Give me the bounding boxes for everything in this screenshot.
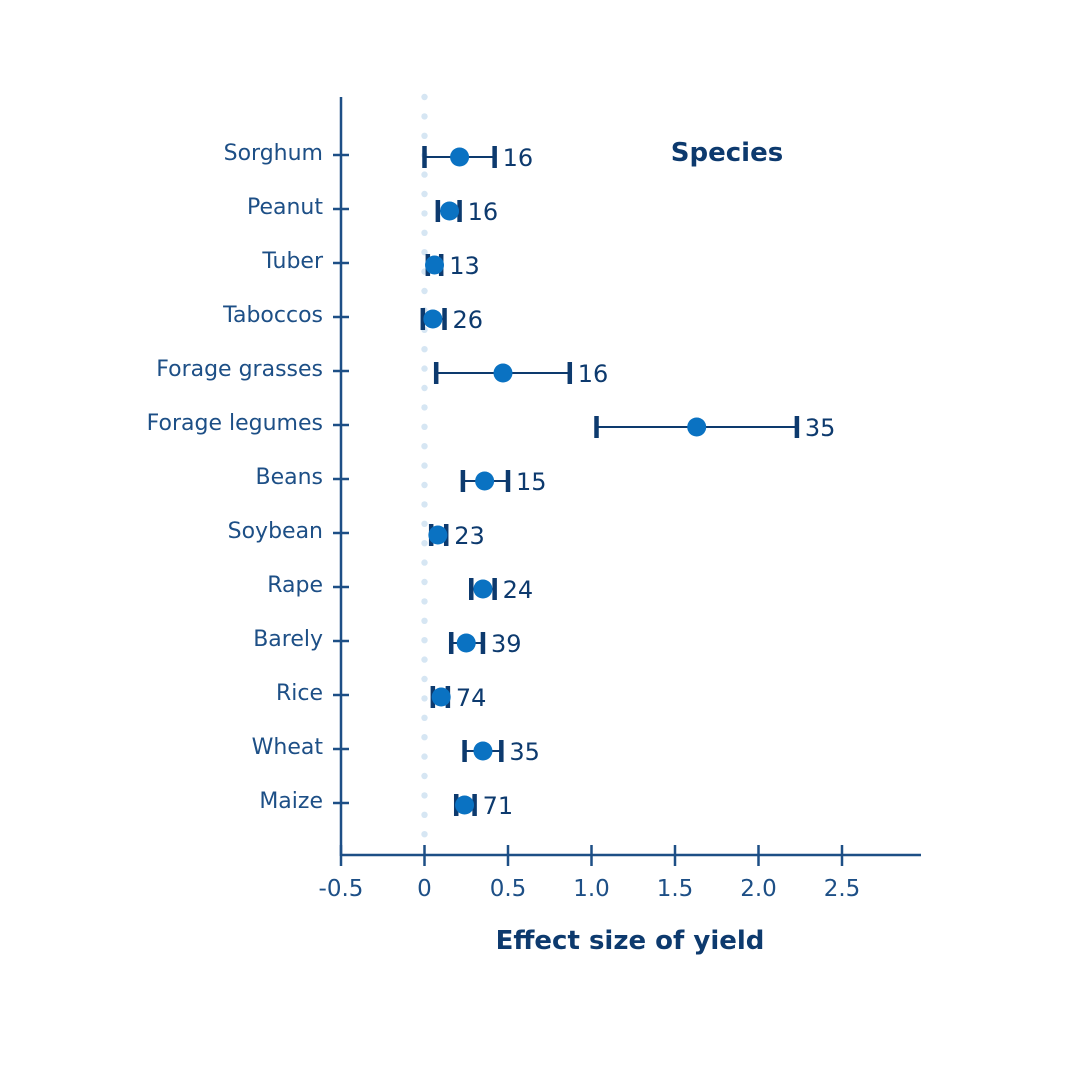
sample-size-label: 23 xyxy=(454,522,485,550)
reference-dot xyxy=(421,559,428,566)
x-tick-label: 2.0 xyxy=(740,876,777,902)
y-tick-label: Barely xyxy=(253,627,323,652)
y-tick-label: Soybean xyxy=(228,519,323,544)
mean-point xyxy=(431,687,451,707)
sample-size-label: 39 xyxy=(491,630,522,658)
reference-dot xyxy=(421,287,428,295)
reference-dot xyxy=(421,617,428,624)
row-rice: Rice 74 xyxy=(276,681,486,712)
reference-dot xyxy=(421,249,428,256)
reference-dot xyxy=(421,365,428,372)
chart-title: Species xyxy=(671,138,783,168)
x-tick-label: 0.5 xyxy=(490,876,527,902)
row-barely: Barely 39 xyxy=(253,627,521,658)
x-tick-label: 1.0 xyxy=(573,876,610,902)
reference-dot xyxy=(421,792,428,799)
sample-size-label: 26 xyxy=(453,306,484,334)
reference-dot xyxy=(421,831,428,838)
reference-dot xyxy=(421,93,428,101)
y-tick-label: Wheat xyxy=(252,735,324,760)
reference-dot xyxy=(421,695,428,702)
y-tick-label: Peanut xyxy=(247,195,323,220)
reference-dot xyxy=(421,190,428,198)
sample-size-label: 35 xyxy=(509,738,540,766)
reference-dot xyxy=(421,210,428,217)
reference-dot xyxy=(421,113,428,120)
mean-point xyxy=(428,525,448,545)
axes xyxy=(339,97,921,857)
row-soybean: Soybean 23 xyxy=(228,519,485,550)
y-tick-label: Forage legumes xyxy=(147,411,323,436)
mean-point xyxy=(423,309,443,329)
reference-dot xyxy=(421,637,428,644)
mean-point xyxy=(475,471,495,491)
y-tick-label: Maize xyxy=(259,789,323,814)
reference-dot xyxy=(421,346,428,353)
reference-dot xyxy=(421,675,428,683)
y-tick-label: Sorghum xyxy=(224,141,323,166)
reference-dot xyxy=(421,714,428,721)
reference-dot xyxy=(421,501,428,508)
mean-point xyxy=(456,633,476,653)
reference-dot xyxy=(421,481,428,489)
reference-dot xyxy=(421,132,428,139)
sample-size-label: 24 xyxy=(503,576,534,604)
sample-size-label: 15 xyxy=(516,468,547,496)
x-tick-label: 1.5 xyxy=(657,876,694,902)
row-beans: Beans 15 xyxy=(255,465,546,496)
y-tick-label: Forage grasses xyxy=(156,357,323,382)
row-wheat: Wheat 35 xyxy=(252,735,540,766)
row-rape: Rape 24 xyxy=(267,573,533,604)
sample-size-label: 71 xyxy=(483,792,514,820)
reference-dot xyxy=(421,423,428,430)
reference-dot xyxy=(421,734,428,741)
reference-dot xyxy=(421,443,428,450)
y-tick-label: Beans xyxy=(255,465,323,490)
mean-point xyxy=(473,579,493,599)
row-sorghum: Sorghum 16 xyxy=(224,141,534,172)
reference-dot xyxy=(421,772,428,780)
reference-dot xyxy=(421,520,428,527)
mean-point xyxy=(455,795,475,815)
x-tick-label: 2.5 xyxy=(824,876,861,902)
y-tick-label: Rape xyxy=(267,573,323,598)
sample-size-label: 16 xyxy=(468,198,499,226)
x-axis-label: Effect size of yield xyxy=(496,926,765,956)
reference-dot xyxy=(421,404,428,411)
sample-size-label: 35 xyxy=(805,414,836,442)
reference-dot xyxy=(421,462,428,469)
sample-size-label: 16 xyxy=(578,360,609,388)
sample-size-label: 13 xyxy=(449,252,480,280)
reference-dot xyxy=(421,811,428,818)
x-tick-label: -0.5 xyxy=(319,876,364,902)
row-taboccos: Taboccos 26 xyxy=(222,303,483,334)
reference-dot xyxy=(421,753,428,760)
reference-dot xyxy=(421,540,428,547)
y-tick-label: Rice xyxy=(276,681,323,706)
zero-reference-line xyxy=(421,93,428,838)
reference-dot xyxy=(421,656,428,663)
mean-point xyxy=(687,417,707,437)
mean-point xyxy=(473,741,493,761)
mean-point xyxy=(450,147,470,167)
row-maize: Maize 71 xyxy=(259,789,513,820)
sample-size-label: 16 xyxy=(503,144,534,172)
reference-dot xyxy=(421,229,428,236)
mean-point xyxy=(425,255,445,275)
y-tick-label: Taboccos xyxy=(222,303,323,328)
mean-point xyxy=(493,363,513,383)
row-peanut: Peanut 16 xyxy=(247,195,498,226)
sample-size-label: 74 xyxy=(456,684,487,712)
row-forage-grasses: Forage grasses 16 xyxy=(156,357,608,388)
row-forage-legumes: Forage legumes 35 xyxy=(147,411,836,442)
reference-dot xyxy=(421,171,428,178)
x-tick-label: 0 xyxy=(417,876,432,902)
row-tuber: Tuber 13 xyxy=(261,249,479,280)
mean-point xyxy=(440,201,460,221)
reference-dot xyxy=(421,384,428,392)
reference-dot xyxy=(421,598,428,605)
y-tick-label: Tuber xyxy=(261,249,324,274)
reference-dot xyxy=(421,578,428,586)
